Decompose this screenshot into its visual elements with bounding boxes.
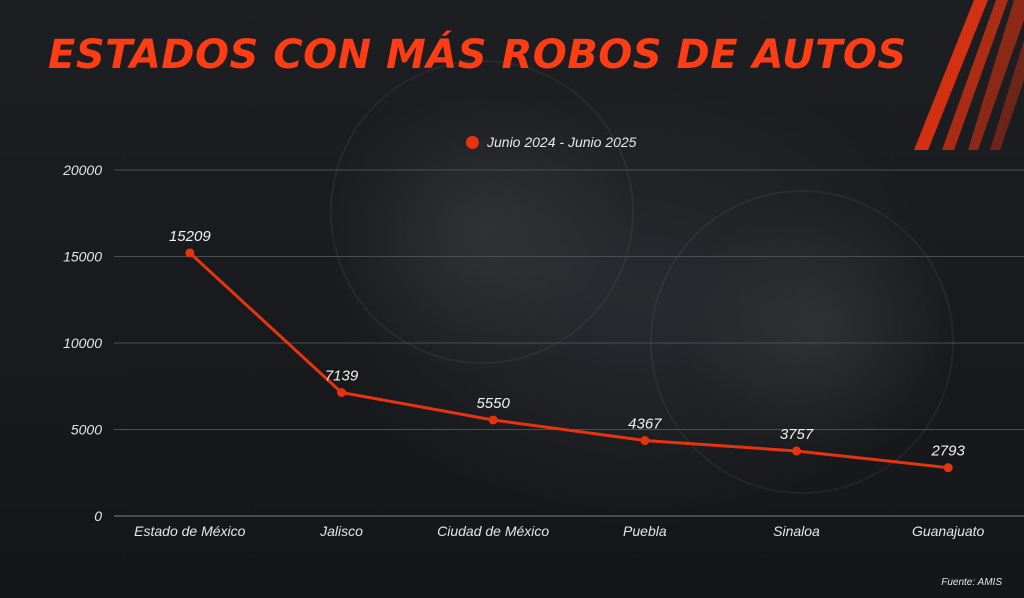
y-tick-label: 0 bbox=[94, 508, 102, 524]
chart-title: ESTADOS CON MÁS ROBOS DE AUTOS bbox=[48, 32, 907, 78]
data-label: 5550 bbox=[476, 395, 510, 412]
legend-label: Junio 2024 - Junio 2025 bbox=[487, 134, 637, 150]
x-tick-label: Estado de México bbox=[134, 523, 245, 539]
y-tick-label: 20000 bbox=[62, 162, 102, 178]
data-label: 15209 bbox=[169, 228, 211, 245]
series-line bbox=[188, 251, 949, 470]
chart-legend: Junio 2024 - Junio 2025 bbox=[466, 134, 636, 150]
data-point bbox=[792, 446, 801, 456]
headlamp-ring-decoration bbox=[330, 60, 634, 364]
accent-stripes-decoration bbox=[914, 0, 1024, 150]
y-tick-label: 15000 bbox=[63, 249, 102, 265]
x-tick-label: Jalisco bbox=[319, 523, 363, 539]
x-tick-label: Puebla bbox=[623, 523, 667, 539]
x-tick-label: Sinaloa bbox=[773, 523, 820, 539]
headlamp-ring-decoration bbox=[650, 190, 954, 494]
data-point bbox=[640, 435, 650, 445]
data-point bbox=[943, 463, 953, 473]
x-tick-label: Ciudad de México bbox=[437, 523, 549, 539]
data-point bbox=[488, 415, 498, 425]
y-tick-label: 10000 bbox=[63, 335, 102, 351]
data-label: 3757 bbox=[780, 426, 814, 443]
data-label: 7139 bbox=[325, 367, 359, 384]
x-tick-label: Guanajuato bbox=[912, 523, 985, 539]
data-point bbox=[337, 387, 346, 397]
y-tick-label: 5000 bbox=[71, 422, 102, 438]
data-label: 4367 bbox=[628, 415, 662, 432]
legend-marker bbox=[466, 135, 479, 149]
data-point bbox=[185, 248, 195, 258]
data-label: 2793 bbox=[930, 443, 965, 460]
source-note: Fuente: AMIS bbox=[941, 577, 1002, 588]
